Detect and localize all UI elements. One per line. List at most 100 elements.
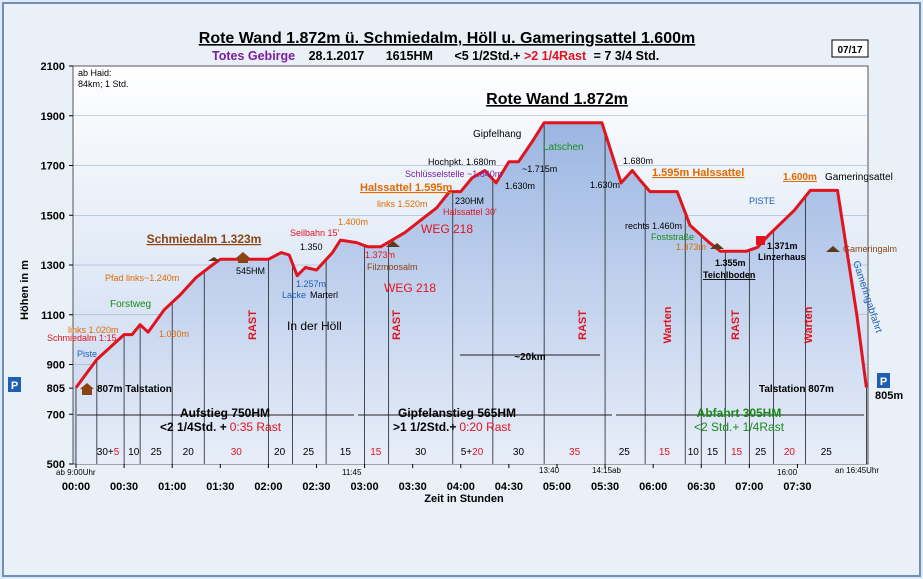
- elev-1373-right: 1.373m: [676, 242, 706, 252]
- subtitle-total: = 7 3/4 Std.: [594, 49, 660, 63]
- x-tick-label-06:30: 06:30: [687, 481, 715, 493]
- segment-duration-15: 10: [688, 447, 700, 458]
- rast-label-1: RAST: [247, 310, 259, 340]
- time-1600: 16:00: [777, 468, 798, 477]
- latschen-label: Latschen: [543, 142, 584, 153]
- gipfel-title: Gipfelanstieg 565HM: [398, 406, 516, 420]
- x-tick-label-04:00: 04:00: [447, 481, 475, 493]
- foststrasse-label: Foststraße: [651, 232, 694, 242]
- halssattel-label-1: Halssattel 1.595m: [360, 182, 453, 194]
- y-tick-label-900: 900: [47, 360, 65, 372]
- subtitle-region: Totes Gebirge: [212, 49, 295, 63]
- halssattel-30-label: Halssattel 30': [443, 207, 497, 217]
- y-tick-label-1300: 1300: [41, 260, 65, 272]
- abfahrt-title: Abfahrt 305HM: [697, 406, 782, 420]
- segment-duration-11: 30: [513, 447, 525, 458]
- hut-icon-teichlboden: [710, 243, 724, 249]
- subtitle-rast: >2 1/4Rast: [524, 49, 587, 63]
- hut-icon-linzerhaus: [756, 236, 765, 245]
- y-tick-label-1900: 1900: [41, 111, 65, 123]
- elev-1400: 1.400m: [338, 217, 368, 227]
- schmiedalm-115-label: Schmiedalm 1:15: [47, 333, 117, 343]
- in-der-hoell-label: In der Höll: [287, 319, 342, 333]
- y-tick-label-805: 805: [47, 383, 65, 395]
- elev-1715: ~1.715m: [522, 164, 557, 174]
- x-tick-label-05:00: 05:00: [543, 481, 571, 493]
- schluesselstelle-label: Schlüsselstelle ~1.640m: [405, 169, 502, 179]
- seilbahn-label: Seilbahn 15': [290, 228, 340, 238]
- hut-icon-talstation-left: [80, 383, 94, 389]
- segment-duration-13: 25: [619, 447, 631, 458]
- segment-duration-0: 30+5: [97, 447, 120, 458]
- segment-duration-1: 10: [128, 447, 140, 458]
- piste-left-label: Piste: [77, 349, 97, 359]
- y-tick-label-1100: 1100: [41, 310, 65, 322]
- x-tick-label-01:00: 01:00: [158, 481, 186, 493]
- parking-icon-left: [8, 377, 21, 392]
- segment-duration-4: 30: [231, 447, 243, 458]
- x-tick-label-02:00: 02:00: [254, 481, 282, 493]
- parking-label-left: P: [11, 380, 18, 392]
- linzerhaus-label: Linzerhaus: [758, 252, 806, 262]
- y-tick-label-1700: 1700: [41, 161, 65, 173]
- elev-1030: 1.030m: [159, 329, 189, 339]
- marterl-label: Marterl: [310, 290, 338, 300]
- lacke-label: Lacke: [282, 290, 306, 300]
- segment-duration-18: 25: [755, 447, 767, 458]
- y-axis-label: Höhen in m: [19, 260, 31, 320]
- time-end: an 16:45Uhr: [835, 466, 879, 475]
- x-tick-label-06:00: 06:00: [639, 481, 667, 493]
- x-tick-label-03:00: 03:00: [351, 481, 379, 493]
- gipfelhang-label: Gipfelhang: [473, 129, 521, 140]
- segment-duration-5: 20: [274, 447, 286, 458]
- teichlboden-label: Teichlboden: [703, 270, 755, 280]
- elev-1371: 1.371m: [767, 241, 798, 251]
- hut-icon-gameringalm: [826, 246, 840, 252]
- chart-subtitle: Totes Gebirge 28.1.2017 1615HM <5 1/2Std…: [212, 49, 659, 63]
- ab-haid-line2: 84km; 1 Std.: [78, 79, 129, 89]
- hut-icon-schmiedalm-2: [208, 257, 220, 261]
- x-axis-ticks: 00:00 00:30 01:00 01:30 02:00 02:30 03:00 03:30…: [62, 464, 812, 493]
- segment-duration-3: 20: [183, 447, 195, 458]
- subtitle-date: 28.1.2017: [309, 49, 365, 63]
- segment-duration-8: 15: [370, 447, 382, 458]
- summit-label: Rote Wand 1.872m: [486, 91, 628, 108]
- rechts-1460-label: rechts 1.460m: [625, 221, 682, 231]
- weg218-label-1: WEG 218: [421, 222, 473, 236]
- segment-lines: [75, 122, 867, 464]
- links-1020-label: links 1.020m: [68, 325, 119, 335]
- schmiedalm-label: Schmiedalm 1.323m: [147, 232, 262, 246]
- segment-duration-10: 5+20: [461, 447, 484, 458]
- weg218-label-2: WEG 218: [384, 281, 436, 295]
- segment-duration-7: 15: [340, 447, 352, 458]
- profile-area: [76, 122, 867, 464]
- gameringsattel-label: Gameringsattel: [825, 172, 893, 183]
- gipfel-time: >1 1/2Std.+ 0:20 Rast: [393, 420, 511, 434]
- elev-1350: 1.350: [300, 242, 323, 252]
- rast-label-2: RAST: [391, 310, 403, 340]
- y-tick-label-1500: 1500: [41, 210, 65, 222]
- segment-duration-9: 30: [415, 447, 427, 458]
- segment-duration-16: 15: [707, 447, 719, 458]
- hochpkt-label: Hochpkt. 1.680m: [428, 157, 496, 167]
- rast-label-3: RAST: [577, 310, 589, 340]
- elev-805-right: 805m: [875, 390, 903, 402]
- elev-1355: 1.355m: [715, 258, 746, 268]
- segment-durations: 30+5 10 25 20 30 20 25 15 15 30 5+20 30 35 25 15 10 15 15…: [97, 447, 833, 458]
- chart-title: Rote Wand 1.872m ü. Schmiedalm, Höll u. …: [199, 30, 695, 47]
- hut-icon-talstation-left-body: [82, 389, 92, 395]
- badge-label: 07/17: [837, 45, 862, 56]
- abfahrt-time: <2 Std.+ 1/4Rast: [694, 420, 785, 434]
- pfad-links-label: Pfad links~1.240m: [105, 273, 179, 283]
- subtitle-hm: 1615HM: [386, 49, 433, 63]
- x-tick-label-02:30: 02:30: [302, 481, 330, 493]
- parking-label-right: P: [880, 376, 887, 388]
- subtitle-time: <5 1/2Std.+: [454, 49, 520, 63]
- links-1520-label: links 1.520m: [377, 199, 428, 209]
- x-tick-label-07:00: 07:00: [735, 481, 763, 493]
- elev-1257: 1.257m: [296, 279, 326, 289]
- x-tick-label-01:30: 01:30: [206, 481, 234, 493]
- elev-1680: 1.680m: [623, 156, 653, 166]
- time-1145: 11:45: [342, 468, 362, 477]
